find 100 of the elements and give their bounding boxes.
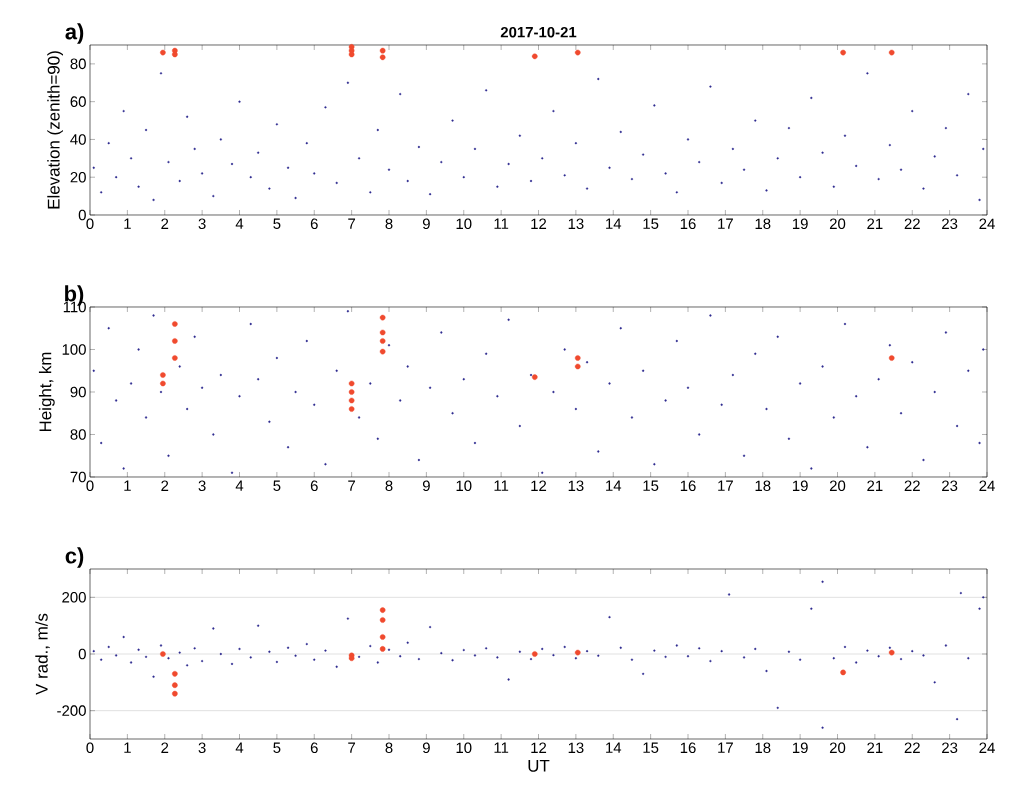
x-tick-label: 10 <box>456 480 472 492</box>
point <box>888 649 895 656</box>
point <box>379 54 386 61</box>
x-tick-label: 22 <box>904 742 920 753</box>
x-tick-label: 15 <box>643 218 659 229</box>
point <box>379 646 386 652</box>
point <box>348 51 355 58</box>
x-tick-label: 5 <box>273 742 281 753</box>
x-tick-label: 22 <box>904 218 920 229</box>
x-tick-label: 19 <box>792 218 808 230</box>
point <box>379 47 386 54</box>
x-tick-label: 3 <box>198 742 206 754</box>
point <box>379 338 386 344</box>
x-tick-label: 7 <box>348 742 356 753</box>
y-tick-label: 60 <box>70 96 86 107</box>
x-tick-label: 5 <box>273 218 281 229</box>
point <box>574 649 581 656</box>
y-tick-label: 90 <box>70 386 86 398</box>
point <box>574 355 581 361</box>
text: c) <box>65 547 84 568</box>
x-tick-label: 14 <box>606 480 622 491</box>
x-tick-label: 11 <box>494 480 509 491</box>
x-axis-title: UT <box>528 759 550 772</box>
point <box>574 49 581 56</box>
x-tick-label: 15 <box>643 480 659 491</box>
x-tick-label: 18 <box>755 480 771 492</box>
x-tick-label: 2 <box>161 480 169 491</box>
x-tick-label: 2 <box>161 218 169 229</box>
x-tick-label: 7 <box>348 480 356 491</box>
x-tick-label: 0 <box>86 742 94 754</box>
x-tick-label: 13 <box>568 218 584 230</box>
point <box>160 49 166 56</box>
point <box>172 51 178 58</box>
x-tick-label: 22 <box>904 480 920 491</box>
text: a) <box>65 23 84 44</box>
y-tick-label: 0 <box>78 648 86 660</box>
point <box>172 682 178 688</box>
x-tick-label: 16 <box>680 742 696 754</box>
x-tick-label: 9 <box>422 480 430 492</box>
y-tick-label: 0 <box>78 209 86 221</box>
x-tick-label: 21 <box>867 742 883 753</box>
x-tick-label: 19 <box>792 742 808 754</box>
point <box>172 355 178 361</box>
point <box>888 49 895 56</box>
x-tick-label: 10 <box>456 218 472 230</box>
y-axis-title: Elevation (zenith=90) <box>47 51 64 209</box>
point <box>531 651 538 657</box>
x-tick-label: 1 <box>124 218 131 229</box>
chart-title: 2017-10-21 <box>500 26 577 38</box>
x-tick-label: 8 <box>385 742 393 754</box>
x-tick-label: 3 <box>198 480 206 492</box>
x-tick-label: 13 <box>568 742 584 754</box>
x-tick-label: 12 <box>531 742 547 753</box>
y-tick-label: 80 <box>70 58 86 70</box>
y-tick-label: 20 <box>70 171 86 183</box>
x-tick-label: 17 <box>718 218 733 229</box>
x-tick-label: 20 <box>829 218 846 230</box>
x-tick-label: 20 <box>829 480 846 492</box>
point <box>348 380 355 387</box>
point <box>574 363 581 370</box>
x-tick-label: 18 <box>755 742 771 754</box>
x-tick-label: 20 <box>829 742 846 754</box>
x-tick-label: 8 <box>385 218 393 230</box>
x-tick-label: 23 <box>942 742 958 754</box>
x-tick-label: 1 <box>124 742 131 753</box>
x-tick-label: 23 <box>942 480 958 492</box>
point <box>379 314 386 321</box>
x-tick-label: 5 <box>273 480 281 491</box>
x-tick-label: 1 <box>124 480 131 491</box>
x-tick-label: 8 <box>385 480 393 492</box>
point <box>348 406 355 412</box>
point <box>531 53 538 60</box>
x-tick-label: 16 <box>680 480 696 492</box>
x-tick-label: 21 <box>867 480 883 491</box>
x-tick-label: 16 <box>680 218 696 230</box>
x-tick-label: 10 <box>456 742 472 754</box>
point <box>172 671 178 677</box>
x-tick-label: 6 <box>310 218 318 230</box>
x-tick-label: 12 <box>531 480 547 491</box>
x-tick-label: 14 <box>606 742 622 753</box>
point <box>379 617 386 623</box>
point <box>888 355 895 361</box>
x-tick-label: 4 <box>235 480 244 491</box>
point <box>379 634 386 640</box>
point <box>172 690 178 697</box>
x-tick-label: 21 <box>867 218 883 229</box>
point <box>160 651 166 657</box>
y-tick-label: 100 <box>62 344 86 355</box>
y-tick-label: 200 <box>62 592 86 603</box>
x-tick-label: 3 <box>198 218 206 230</box>
x-tick-label: 17 <box>718 480 733 491</box>
point <box>348 397 355 404</box>
point <box>172 338 178 344</box>
point <box>379 329 386 336</box>
x-tick-label: 14 <box>606 218 622 229</box>
point <box>160 380 166 387</box>
y-axis-title: V rad., m/s <box>35 613 50 695</box>
x-tick-label: 24 <box>979 218 995 229</box>
y-tick-label: 70 <box>70 471 86 483</box>
point <box>840 669 846 676</box>
